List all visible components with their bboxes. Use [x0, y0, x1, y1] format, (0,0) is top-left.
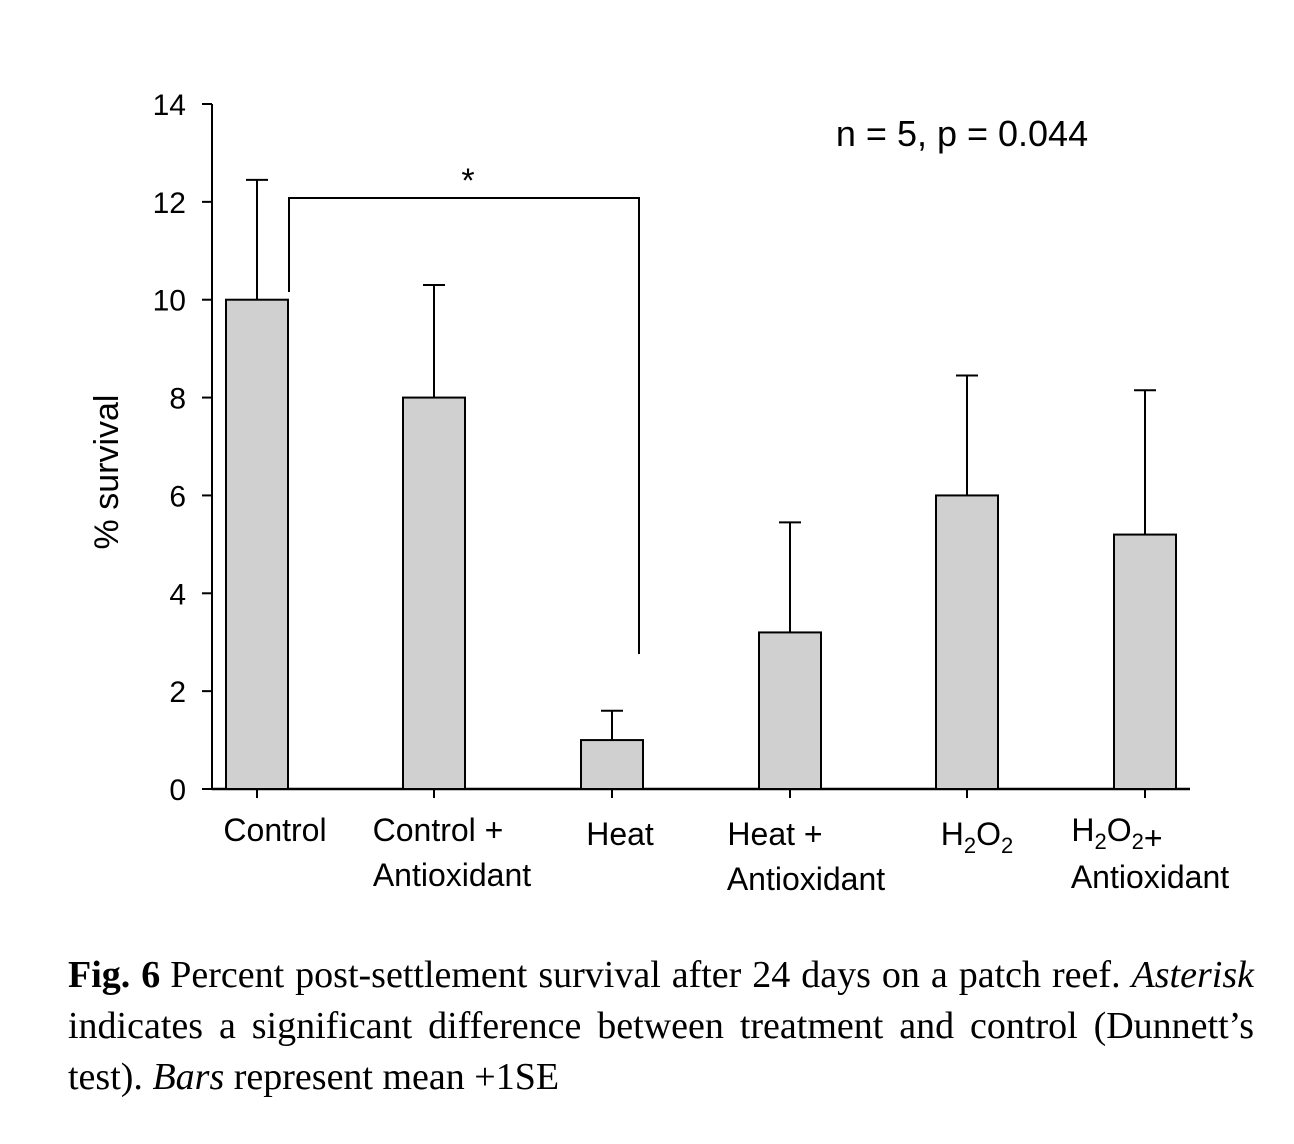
x-category-label: Control +	[373, 812, 504, 848]
x-category-label: Control	[223, 812, 326, 848]
significance-bracket-line	[288, 197, 640, 654]
y-tick-label: 14	[153, 89, 186, 122]
axes: 0 2 4 6 8 10 12 14	[153, 89, 1190, 807]
bar	[935, 494, 999, 790]
x-category-label: Heat +	[727, 816, 822, 852]
caption-text-1: Percent post-settlement survival after 2…	[170, 954, 1132, 996]
significance-asterisk: *	[461, 162, 474, 200]
figure-number: Fig. 6	[68, 954, 161, 996]
x-category-label: Antioxidant	[373, 857, 531, 893]
figure-caption: Fig. 6 Percent post-settlement survival a…	[68, 950, 1254, 1103]
caption-emphasis-bars: Bars	[152, 1056, 225, 1098]
caption-emphasis-asterisk: Asterisk	[1131, 954, 1254, 996]
bar	[1113, 533, 1177, 790]
caption-text-3: represent mean +1SE	[224, 1056, 560, 1098]
y-tick-label: 2	[169, 676, 186, 709]
bar	[580, 739, 644, 790]
y-tick-label: 0	[169, 774, 186, 807]
x-category-label: Antioxidant	[1071, 859, 1229, 895]
y-tick-label: 12	[153, 187, 186, 220]
bars	[225, 298, 1177, 791]
significance-bracket: *	[288, 162, 640, 654]
bar	[758, 631, 822, 791]
y-axis-label: % survival	[88, 395, 126, 550]
bar	[225, 298, 289, 790]
x-category-label: Antioxidant	[727, 861, 885, 897]
sample-size-annotation: n = 5, p = 0.044	[836, 113, 1088, 154]
y-tick-label: 4	[169, 578, 186, 611]
x-category-label: H2O2+	[1071, 812, 1162, 856]
x-category-label: H2O2	[941, 816, 1014, 858]
error-bars	[246, 178, 1156, 741]
x-category-label: Heat	[586, 816, 654, 852]
x-tick-labels: Control Control + Antioxidant Heat Heat + Ant…	[223, 812, 1229, 897]
bar	[402, 396, 466, 790]
y-tick-label: 10	[153, 285, 186, 318]
y-tick-label: 8	[169, 383, 186, 416]
caption-text-2: indicates a significant difference betwe…	[68, 1005, 1254, 1098]
y-tick-label: 6	[169, 480, 186, 513]
